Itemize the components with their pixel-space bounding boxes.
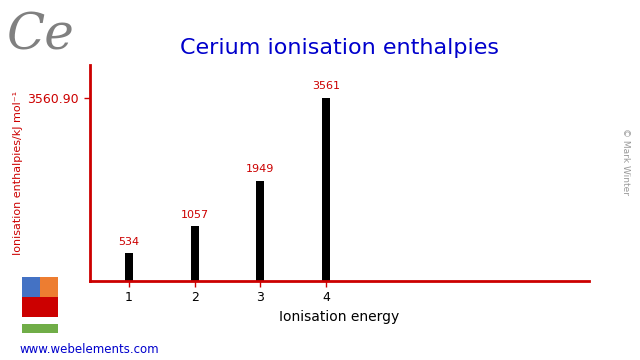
Bar [322,98,330,281]
Text: © Mark Winter: © Mark Winter [621,129,630,195]
Text: www.webelements.com: www.webelements.com [19,343,159,356]
Text: 3561: 3561 [312,81,340,91]
Text: Ce: Ce [6,11,74,60]
X-axis label: Ionisation energy: Ionisation energy [279,310,399,324]
Title: Cerium ionisation enthalpies: Cerium ionisation enthalpies [180,38,499,58]
Text: 1949: 1949 [246,164,275,174]
Bar [191,226,198,281]
Y-axis label: Ionisation enthalpies/kJ mol⁻¹: Ionisation enthalpies/kJ mol⁻¹ [13,91,24,255]
Bar [257,181,264,281]
Bar [125,253,133,281]
Text: 534: 534 [118,237,140,247]
Text: 1057: 1057 [180,210,209,220]
